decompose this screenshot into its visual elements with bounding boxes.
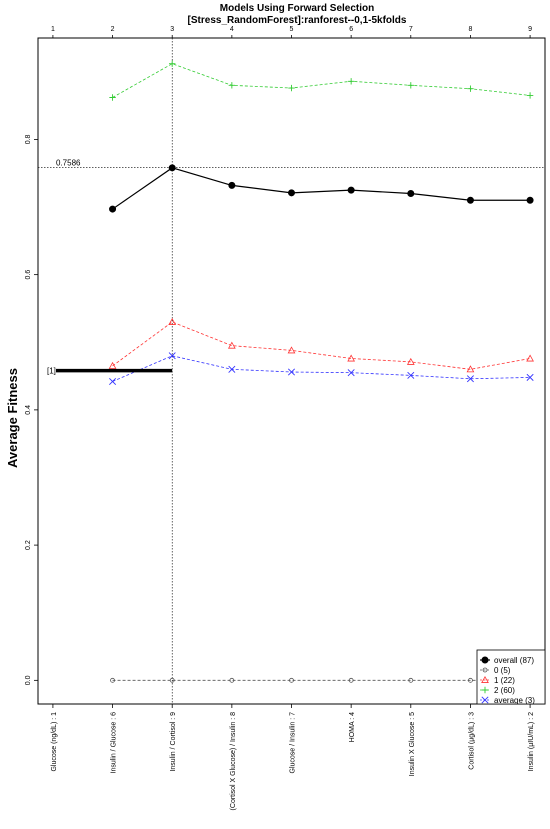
- y-tick-label: 0.4: [25, 405, 32, 415]
- data-point: [109, 377, 117, 385]
- x-top-tick-label: 3: [170, 26, 174, 33]
- data-point: [467, 85, 474, 92]
- data-point: [288, 189, 295, 197]
- chart-subtitle: [Stress_RandomForest]:ranforest--0,1-5kf…: [188, 15, 407, 26]
- x-bottom-tick-label: Insulin (µIU/mL) : 2: [528, 712, 535, 771]
- data-point: [169, 677, 175, 683]
- data-point: [526, 92, 534, 99]
- x-bottom-tick-label: Cortisol (µg/dL) : 3: [468, 712, 475, 770]
- data-point: [227, 341, 236, 349]
- data-point: [406, 357, 415, 365]
- data-point: [526, 354, 534, 362]
- data-point: [407, 82, 414, 89]
- x-bottom-tick-label: HOMA : 4: [349, 712, 356, 742]
- data-point: [287, 346, 296, 354]
- x-top-tick-label: 2: [111, 26, 115, 33]
- series-line: [112, 355, 531, 382]
- data-point: [347, 78, 355, 85]
- x-bottom-tick-label: Glucose / Insulin : 7: [290, 712, 297, 774]
- data-point: [169, 60, 176, 67]
- x-bottom-tick-label: Insulin X Glucose : 5: [409, 712, 416, 776]
- data-point: [228, 365, 236, 373]
- data-point: [109, 205, 117, 213]
- y-axis-label: Average Fitness: [5, 368, 20, 468]
- x-bottom-tick-label: Insulin / Glucose : 6: [111, 712, 118, 774]
- y-tick-label: 0.0: [25, 675, 32, 685]
- bracket-label: [1]: [47, 367, 56, 376]
- best-value-label: 0.7586: [56, 158, 81, 167]
- x-bottom-tick-label: Glucose (ng/dL) : 1: [51, 712, 58, 772]
- data-point: [408, 677, 414, 683]
- data-point: [481, 656, 489, 664]
- data-point: [287, 368, 296, 376]
- data-point: [466, 375, 474, 383]
- chart-title: Models Using Forward Selection: [220, 3, 374, 14]
- data-point: [482, 667, 488, 673]
- data-point: [466, 365, 475, 373]
- data-point: [468, 677, 473, 683]
- data-point: [108, 361, 117, 369]
- x-bottom-tick-label: (Cortisol X Glucose) / Insulin : 8: [230, 712, 237, 811]
- axes: 0.0 0.2 0.4 0.6 0.8 1 2 3 4 5 6 7 8 9 Glucose (ng/dL) …: [25, 26, 535, 810]
- legend-entry: average (3): [494, 696, 535, 705]
- annotations: 0.7586 [1]: [47, 158, 173, 376]
- legend: overall (87)0 (5)1 (22)2 (60)average (3): [476, 649, 546, 705]
- data-point: [168, 317, 177, 325]
- series-1: [110, 677, 533, 683]
- data-point: [228, 82, 236, 89]
- x-top-tick-label: 1: [51, 26, 55, 33]
- data-point: [481, 686, 489, 694]
- series-line: [112, 167, 531, 210]
- data-point: [347, 186, 355, 194]
- data-point: [407, 371, 415, 379]
- x-top-tick-label: 4: [230, 26, 234, 33]
- series-4: [109, 352, 534, 385]
- data-point: [526, 196, 534, 204]
- x-top-tick-label: 7: [409, 26, 413, 33]
- legend-entry: 2 (60): [494, 686, 515, 695]
- legend-entry: 1 (22): [494, 676, 515, 685]
- x-bottom-tick-label: Insulin / Cortisol : 9: [170, 712, 177, 772]
- series-3: [109, 60, 534, 101]
- series-lines: [108, 60, 534, 683]
- data-point: [109, 94, 116, 101]
- data-point: [228, 181, 236, 189]
- data-point: [289, 677, 294, 683]
- y-tick-label: 0.8: [25, 134, 32, 144]
- legend-entry: overall (87): [494, 656, 534, 665]
- data-point: [168, 352, 176, 360]
- data-point: [110, 677, 115, 683]
- series-line: [112, 63, 531, 98]
- data-point: [481, 696, 489, 704]
- data-point: [288, 84, 295, 92]
- data-point: [466, 196, 474, 204]
- data-point: [229, 677, 235, 683]
- data-point: [347, 354, 356, 362]
- data-point: [481, 675, 489, 683]
- series-2: [108, 317, 534, 373]
- x-top-tick-label: 9: [528, 26, 532, 33]
- data-point: [348, 677, 354, 683]
- x-top-tick-label: 6: [349, 26, 353, 33]
- y-tick-label: 0.2: [25, 540, 32, 550]
- data-point: [407, 190, 415, 198]
- data-point: [168, 164, 176, 172]
- legend-entry: 0 (5): [494, 666, 511, 675]
- y-tick-label: 0.6: [25, 270, 32, 280]
- data-point: [347, 369, 355, 377]
- data-point: [526, 373, 534, 381]
- x-top-tick-label: 8: [468, 26, 472, 33]
- x-top-tick-label: 5: [290, 26, 294, 33]
- series-0: [109, 164, 534, 213]
